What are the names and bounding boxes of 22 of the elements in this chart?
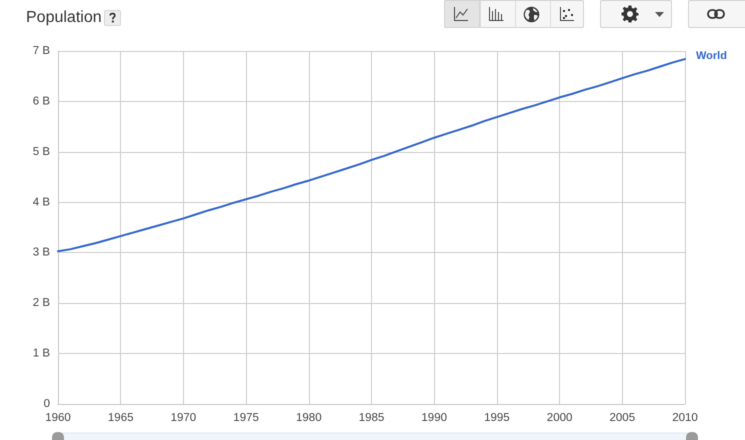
y-tick-label: 4 B — [32, 196, 50, 208]
x-tick-label: 2000 — [546, 412, 572, 424]
line-series — [57, 58, 686, 252]
x-tick-label: 1975 — [233, 412, 259, 424]
x-tick-label: 2010 — [672, 412, 698, 424]
x-tick-label: 1990 — [421, 412, 447, 424]
x-tick-label: 2005 — [610, 412, 636, 424]
series-label: World — [696, 50, 727, 62]
y-tick-label: 5 B — [32, 146, 50, 158]
x-tick-label: 1960 — [45, 412, 71, 424]
y-tick-label: 7 B — [32, 45, 50, 57]
chart-title: Population — [26, 8, 102, 28]
x-tick-label: 1980 — [296, 412, 322, 424]
y-tick-label: 2 B — [32, 297, 50, 310]
x-tick-label: 1965 — [108, 412, 134, 424]
x-tick-label: 1970 — [170, 412, 196, 424]
y-tick-label: 0 — [44, 398, 50, 410]
y-tick-label: 1 B — [32, 348, 50, 360]
y-tick-label: 6 B — [32, 95, 50, 108]
x-tick-label: 1985 — [358, 412, 384, 424]
y-tick-label: 3 B — [32, 246, 50, 259]
x-tick-label: 1995 — [484, 412, 510, 424]
